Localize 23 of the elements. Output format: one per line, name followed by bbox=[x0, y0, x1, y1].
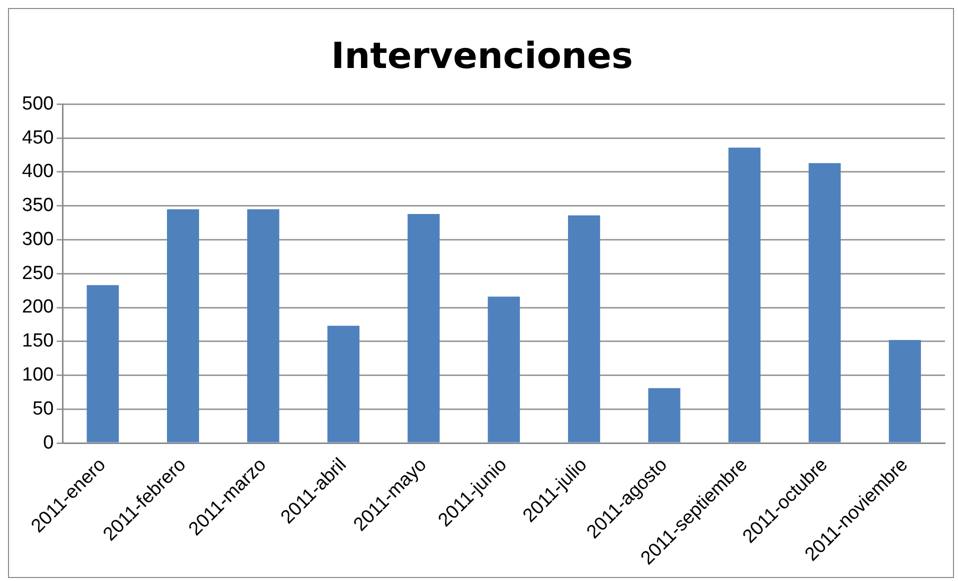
y-tick-label: 300 bbox=[22, 228, 54, 250]
y-tick-label: 250 bbox=[22, 262, 54, 284]
y-tick-label: 350 bbox=[22, 195, 54, 216]
y-tick-label: 100 bbox=[22, 364, 54, 386]
chart-title: Intervenciones bbox=[331, 36, 633, 77]
bar bbox=[488, 296, 520, 442]
bar bbox=[888, 340, 921, 442]
bar bbox=[808, 163, 841, 442]
y-tick-label: 450 bbox=[22, 127, 54, 148]
y-tick-label: 400 bbox=[22, 161, 54, 182]
bar bbox=[247, 209, 280, 442]
bar bbox=[86, 285, 119, 442]
bar bbox=[648, 388, 680, 442]
y-tick-label: 500 bbox=[22, 93, 54, 114]
bar bbox=[408, 214, 440, 442]
y-tick-label: 200 bbox=[22, 296, 54, 318]
bar bbox=[327, 326, 360, 442]
y-tick-label: 50 bbox=[32, 398, 54, 420]
bar bbox=[166, 209, 200, 442]
y-tick-label: 150 bbox=[22, 330, 54, 352]
bar bbox=[728, 148, 761, 442]
bar bbox=[568, 215, 600, 442]
y-tick-label: 0 bbox=[43, 432, 54, 454]
